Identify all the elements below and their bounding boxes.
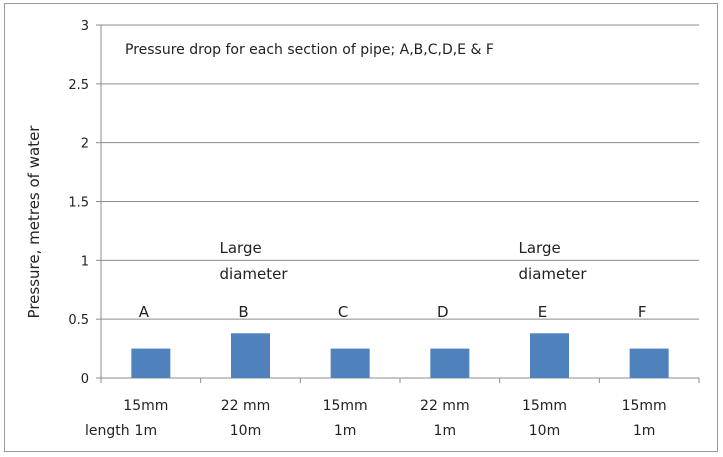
bar-d	[430, 348, 470, 378]
diameter-label: 15mm	[323, 398, 368, 414]
bar-a	[131, 348, 171, 378]
chart-frame: 0 0.5 1 1.5 2 2.5 3 A B C D E F 15mm 22 mm 15mm 22 mm 15m…	[4, 3, 718, 452]
annotation-line2: diameter	[220, 265, 289, 283]
y-tick-label: 1	[81, 254, 89, 269]
length-label: 1m	[334, 423, 357, 439]
category-letter: F	[638, 303, 647, 321]
y-tick-label: 2	[81, 137, 89, 152]
diameter-label: 15mm	[522, 398, 567, 414]
length-label: 1m	[135, 423, 158, 439]
category-letter: D	[437, 303, 449, 321]
y-axis-label: Pressure, metres of water	[25, 125, 43, 319]
length-label: 1m	[633, 423, 656, 439]
y-tick-label: 0.5	[68, 313, 89, 328]
bar-b	[231, 333, 270, 378]
category-letter: B	[238, 303, 248, 321]
length-label: 1m	[434, 423, 457, 439]
diameter-label: 22 mm	[221, 398, 271, 414]
length-label: 10m	[230, 423, 261, 439]
axes	[96, 24, 700, 383]
diameter-label: 15mm	[622, 398, 667, 414]
y-tick-label: 1.5	[68, 196, 89, 211]
labels: 0 0.5 1 1.5 2 2.5 3 A B C D E F 15mm 22 mm 15mm 22 mm 15m…	[68, 19, 666, 439]
diameter-label: 15mm	[123, 398, 168, 414]
diameter-label: 22 mm	[420, 398, 470, 414]
y-tick-label: 2.5	[68, 78, 89, 93]
pressure-drop-chart: 0 0.5 1 1.5 2 2.5 3 A B C D E F 15mm 22 mm 15mm 22 mm 15m…	[25, 19, 700, 439]
category-letter: C	[338, 303, 348, 321]
bar-e	[530, 333, 569, 378]
annotation-line1: Large	[220, 239, 262, 257]
length-label: 10m	[529, 423, 560, 439]
grid-lines	[101, 24, 699, 320]
category-letter: A	[139, 303, 150, 321]
bar-c	[330, 348, 370, 378]
annotation-line1: Large	[519, 239, 561, 257]
bars	[131, 333, 669, 378]
annotation-line2: diameter	[519, 265, 588, 283]
chart-title: Pressure drop for each section of pipe; …	[125, 42, 494, 58]
y-tick-label: 3	[81, 19, 89, 34]
category-letter: E	[538, 303, 547, 321]
y-tick-label: 0	[81, 372, 89, 387]
length-prefix-label: length	[85, 423, 130, 439]
bar-f	[629, 348, 669, 378]
